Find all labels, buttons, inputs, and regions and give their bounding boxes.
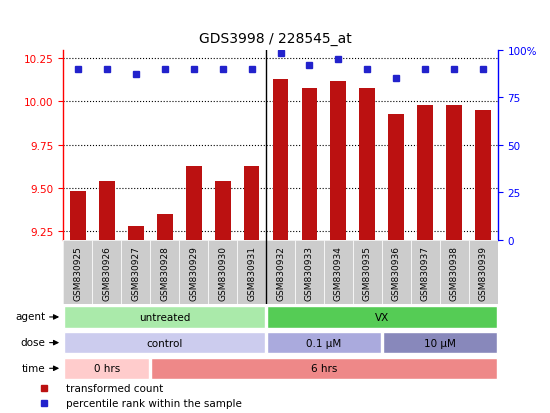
Bar: [244, 166, 260, 240]
Text: GSM830939: GSM830939: [478, 245, 488, 300]
Text: GSM830928: GSM830928: [160, 245, 169, 300]
Bar: [92, 240, 121, 304]
Bar: [214, 182, 230, 240]
Bar: [475, 111, 491, 240]
Bar: [360, 88, 375, 240]
Bar: [63, 240, 92, 304]
Bar: [353, 240, 382, 304]
Bar: [150, 240, 179, 304]
Text: GSM830933: GSM830933: [305, 245, 314, 300]
Bar: [151, 358, 497, 379]
Bar: [99, 182, 114, 240]
Bar: [440, 240, 469, 304]
Text: GSM830926: GSM830926: [102, 245, 111, 300]
Bar: [267, 332, 381, 354]
Text: GSM830934: GSM830934: [334, 245, 343, 300]
Bar: [301, 88, 317, 240]
Bar: [186, 166, 201, 240]
Bar: [447, 106, 462, 240]
Text: GSM830935: GSM830935: [363, 245, 372, 300]
Text: 6 hrs: 6 hrs: [311, 363, 337, 373]
Bar: [417, 106, 433, 240]
Text: untreated: untreated: [139, 312, 190, 322]
Bar: [121, 240, 150, 304]
Text: GSM830932: GSM830932: [276, 245, 285, 300]
Text: GSM830937: GSM830937: [421, 245, 430, 300]
Bar: [324, 240, 353, 304]
Bar: [157, 214, 173, 240]
Text: GSM830931: GSM830931: [247, 245, 256, 300]
Bar: [388, 114, 404, 240]
Text: control: control: [146, 338, 183, 348]
Text: 0 hrs: 0 hrs: [94, 363, 120, 373]
Bar: [208, 240, 237, 304]
Bar: [331, 81, 346, 240]
Text: GSM830927: GSM830927: [131, 245, 140, 300]
Text: agent: agent: [15, 312, 46, 322]
Bar: [382, 240, 411, 304]
Bar: [266, 240, 295, 304]
Text: GSM830929: GSM830929: [189, 245, 198, 300]
Text: GSM830936: GSM830936: [392, 245, 401, 300]
Text: time: time: [22, 363, 46, 373]
Text: GDS3998 / 228545_at: GDS3998 / 228545_at: [199, 32, 351, 46]
Bar: [70, 192, 86, 240]
Bar: [295, 240, 324, 304]
Bar: [273, 80, 288, 240]
Text: 10 μM: 10 μM: [424, 338, 456, 348]
Text: percentile rank within the sample: percentile rank within the sample: [66, 398, 242, 408]
Text: dose: dose: [21, 337, 46, 347]
Bar: [267, 306, 497, 328]
Bar: [179, 240, 208, 304]
Text: GSM830925: GSM830925: [73, 245, 82, 300]
Bar: [128, 227, 144, 240]
Bar: [411, 240, 440, 304]
Text: GSM830938: GSM830938: [450, 245, 459, 300]
Bar: [64, 306, 265, 328]
Bar: [383, 332, 497, 354]
Bar: [64, 358, 149, 379]
Text: 0.1 μM: 0.1 μM: [306, 338, 342, 348]
Bar: [64, 332, 265, 354]
Bar: [469, 240, 498, 304]
Text: GSM830930: GSM830930: [218, 245, 227, 300]
Text: transformed count: transformed count: [66, 383, 163, 393]
Text: VX: VX: [375, 312, 389, 322]
Bar: [237, 240, 266, 304]
